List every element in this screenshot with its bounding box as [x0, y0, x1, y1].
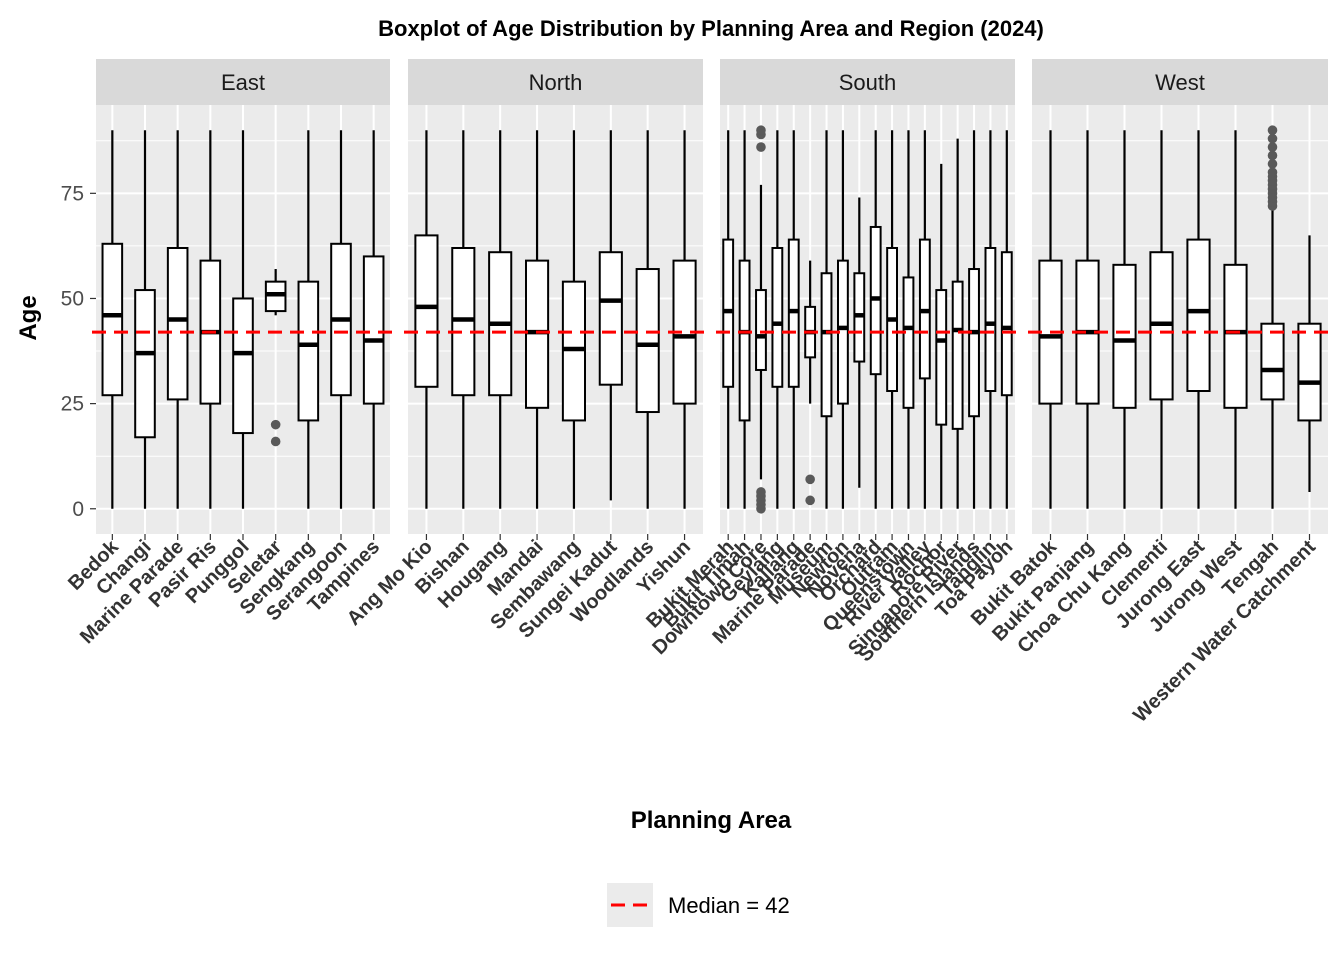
box-geylang: [771, 130, 784, 509]
box-bishan: [451, 130, 476, 509]
box-orchard: [869, 130, 882, 509]
iqr-box: [297, 280, 320, 422]
iqr-box: [951, 280, 964, 430]
facet-strip-label: South: [839, 70, 897, 95]
box-sungei-kadut: [598, 130, 623, 501]
box-bedok: [101, 130, 124, 509]
iqr-box: [968, 268, 980, 418]
iqr-box: [166, 247, 189, 401]
outlier-point: [1267, 159, 1278, 169]
iqr-box: [134, 289, 156, 439]
box-choa-chu-kang: [1112, 130, 1137, 509]
facet-strip: [96, 59, 390, 105]
box-jurong-west: [1223, 130, 1248, 509]
box-outram: [886, 130, 899, 509]
iqr-box: [1223, 263, 1248, 409]
outlier-point: [1267, 142, 1278, 152]
y-tick-label: 50: [61, 287, 84, 310]
iqr-box: [362, 255, 385, 405]
facet-strip: [408, 59, 703, 105]
box-hougang: [488, 130, 513, 509]
box-toa-payoh: [1000, 130, 1013, 509]
facet-strip: [1032, 59, 1328, 105]
y-tick-label: 75: [61, 182, 84, 205]
outlier-point: [1267, 150, 1278, 161]
box-rochor: [935, 163, 948, 509]
box-changi: [134, 130, 156, 509]
box-punggol: [232, 130, 254, 509]
y-tick-label: 0: [72, 498, 84, 521]
box-newton: [837, 130, 849, 509]
iqr-box: [635, 268, 660, 414]
iqr-box: [1260, 322, 1285, 401]
iqr-box: [984, 247, 997, 392]
y-axis-title: Age: [15, 295, 42, 340]
iqr-box: [414, 234, 439, 388]
box-museum: [820, 130, 833, 509]
iqr-box: [1000, 251, 1013, 397]
outlier-point: [1267, 125, 1278, 136]
outlier-point: [1267, 133, 1278, 144]
iqr-box: [755, 289, 767, 371]
iqr-box: [101, 242, 124, 397]
iqr-box: [1297, 322, 1322, 422]
box-novena: [853, 197, 866, 488]
outlier-point: [805, 474, 815, 485]
iqr-box: [771, 247, 784, 388]
iqr-box: [1186, 238, 1211, 392]
y-tick-label: 25: [61, 393, 84, 416]
box-bukit-merah: [722, 130, 735, 509]
outlier-point: [270, 419, 281, 430]
iqr-box: [902, 276, 915, 409]
box-queenstown: [902, 130, 915, 509]
iqr-box: [738, 259, 751, 422]
box-jurong-east: [1186, 130, 1211, 509]
iqr-box: [1112, 263, 1137, 409]
iqr-box: [820, 272, 833, 418]
chart-title: Boxplot of Age Distribution by Planning …: [378, 16, 1044, 41]
box-singapore-river: [951, 138, 964, 509]
box-tampines: [362, 130, 385, 509]
box-sengkang: [297, 130, 320, 509]
legend: Median = 42: [607, 883, 790, 927]
iqr-box: [598, 251, 623, 386]
box-woodlands: [635, 130, 660, 509]
box-marine-parade: [166, 130, 189, 509]
box-western-water-catchment: [1297, 235, 1322, 492]
x-axis-title: Planning Area: [631, 807, 792, 834]
box-tanglin: [984, 130, 997, 509]
box-sembawang: [561, 130, 586, 509]
box-serangoon: [330, 130, 352, 509]
panel-background: [720, 105, 1015, 534]
iqr-box: [232, 297, 254, 435]
box-seletar: [264, 269, 287, 447]
box-ang-mo-kio: [414, 130, 439, 509]
outlier-point: [805, 495, 815, 506]
legend-label: Median = 42: [668, 893, 790, 918]
box-downtown-core: [755, 125, 767, 514]
box-kallang: [787, 130, 800, 509]
outlier-point: [270, 436, 281, 447]
outlier-point: [756, 142, 766, 152]
box-tengah: [1260, 125, 1285, 509]
box-river-valley: [918, 130, 931, 509]
facet-strip-label: East: [221, 70, 265, 95]
iqr-box: [935, 289, 948, 426]
facet-strip-label: West: [1155, 70, 1205, 95]
outlier-point: [756, 487, 766, 497]
facet-strip-label: North: [529, 70, 583, 95]
outlier-point: [1267, 167, 1278, 178]
box-clementi: [1149, 130, 1174, 509]
outlier-point: [756, 125, 766, 136]
facet-strip: [720, 59, 1015, 105]
